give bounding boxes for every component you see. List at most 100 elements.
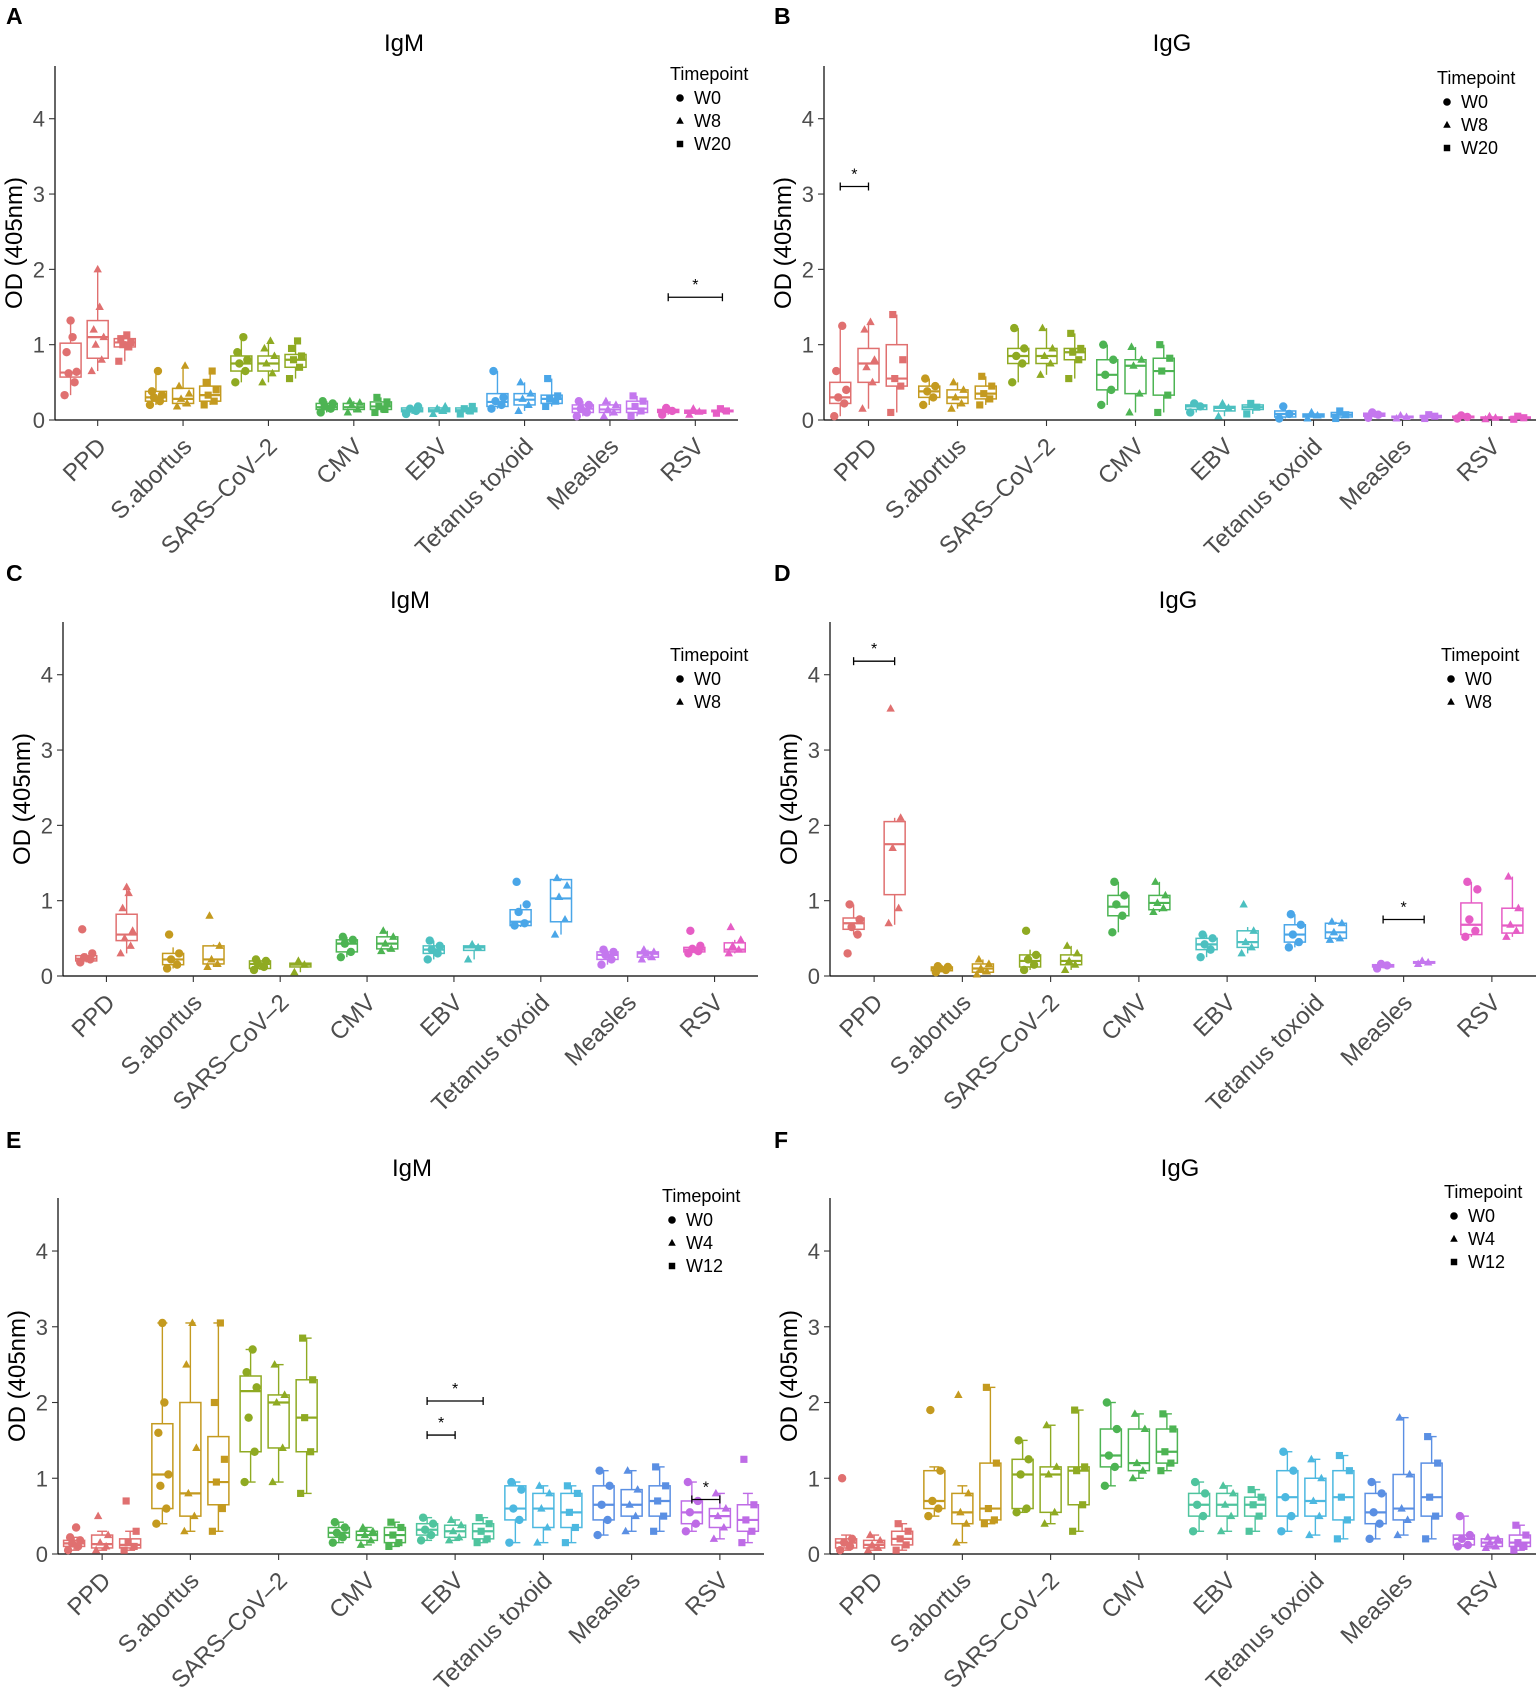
data-point: [524, 400, 533, 408]
data-point: [647, 952, 657, 961]
box-body: [267, 1394, 290, 1449]
data-point: [122, 882, 131, 891]
data-point: [1504, 872, 1513, 880]
box-w20: [711, 405, 734, 417]
box-w0: [917, 374, 941, 410]
data-point: [582, 408, 592, 417]
legend: Timepoint W0 W8 W20: [1437, 68, 1515, 158]
data-point: [297, 1489, 305, 1497]
data-point: [118, 903, 127, 912]
data-point: [1337, 1493, 1345, 1501]
data-point: [423, 955, 432, 964]
data-point: [203, 962, 212, 970]
data-point: [475, 1514, 483, 1522]
legend-title: Timepoint: [662, 1186, 740, 1206]
panel-letter: E: [6, 1127, 21, 1153]
data-point: [473, 1539, 481, 1547]
x-tick-label: S.abortus: [885, 989, 977, 1081]
data-point: [716, 405, 724, 413]
data-point: [736, 935, 745, 943]
data-point: [924, 1511, 933, 1521]
box-w0: [592, 1466, 615, 1540]
y-tick-label: 4: [41, 663, 53, 688]
box-w4: [267, 1360, 290, 1486]
data-point: [208, 367, 216, 375]
data-point: [387, 1518, 395, 1526]
data-point: [1138, 1466, 1148, 1474]
data-point: [1422, 1535, 1430, 1543]
data-point: [1161, 890, 1170, 899]
box-w20: [455, 402, 478, 418]
data-point: [1200, 1489, 1210, 1498]
data-point: [750, 1501, 758, 1509]
y-axis-label: OD (405nm): [4, 1310, 31, 1442]
data-point: [212, 1478, 220, 1486]
data-point: [172, 960, 182, 969]
data-point: [1050, 1507, 1059, 1516]
data-point: [847, 1534, 857, 1544]
data-point: [307, 1448, 315, 1456]
data-point: [1247, 942, 1256, 951]
data-point: [1481, 1543, 1491, 1551]
data-point: [1510, 1546, 1518, 1554]
data-point: [964, 1488, 973, 1497]
box-w20: [540, 375, 563, 411]
data-point: [1218, 398, 1227, 407]
data-point: [696, 941, 705, 951]
data-point: [637, 954, 647, 963]
box-w4: [443, 1515, 467, 1544]
data-point: [328, 1538, 338, 1547]
data-point: [1065, 375, 1073, 383]
data-point: [629, 392, 637, 400]
data-point: [980, 390, 988, 398]
y-tick-label: 0: [36, 1542, 48, 1567]
data-point: [1161, 1448, 1169, 1456]
data-point: [152, 1519, 161, 1528]
y-tick-label: 1: [808, 889, 820, 914]
data-point: [268, 1477, 277, 1486]
data-point: [982, 1383, 990, 1391]
data-point: [1396, 410, 1405, 419]
data-point: [456, 410, 464, 418]
data-point: [1044, 1469, 1053, 1478]
data-point: [346, 947, 356, 957]
data-point: [1522, 1531, 1530, 1539]
data-point: [166, 955, 176, 964]
data-point: [260, 343, 269, 352]
data-point: [60, 390, 69, 400]
panel-title: IgM: [392, 1155, 432, 1182]
data-point: [1100, 1481, 1110, 1491]
box-w8: [427, 401, 451, 417]
box-w0: [239, 1345, 262, 1487]
data-point: [565, 1508, 573, 1516]
data-point: [117, 335, 125, 343]
data-point: [709, 1534, 719, 1542]
y-tick-label: 3: [808, 1315, 820, 1340]
data-point: [270, 1360, 279, 1368]
data-point: [1512, 1521, 1520, 1529]
data-point: [1413, 959, 1423, 967]
box-body: [1039, 1466, 1062, 1514]
legend-circle-icon: [676, 675, 684, 683]
data-point: [210, 1398, 218, 1407]
box-body: [1099, 1428, 1123, 1468]
box-w0: [1018, 926, 1042, 975]
data-point: [289, 356, 298, 364]
significance-star: *: [438, 1415, 444, 1432]
data-point: [126, 941, 135, 949]
data-point: [184, 1488, 193, 1497]
x-tick-label: CMV: [324, 989, 381, 1046]
data-point: [389, 932, 398, 940]
data-point: [373, 393, 381, 401]
data-point: [1249, 1501, 1257, 1509]
data-point: [231, 378, 240, 387]
box-body: [620, 1488, 643, 1517]
data-point: [891, 375, 899, 383]
data-point: [239, 332, 248, 342]
data-point: [609, 947, 618, 957]
x-tick-label: RSV: [1452, 1567, 1506, 1621]
x-tick-label: PPD: [62, 1567, 116, 1621]
data-point: [127, 338, 135, 346]
box-w0: [1184, 399, 1208, 417]
